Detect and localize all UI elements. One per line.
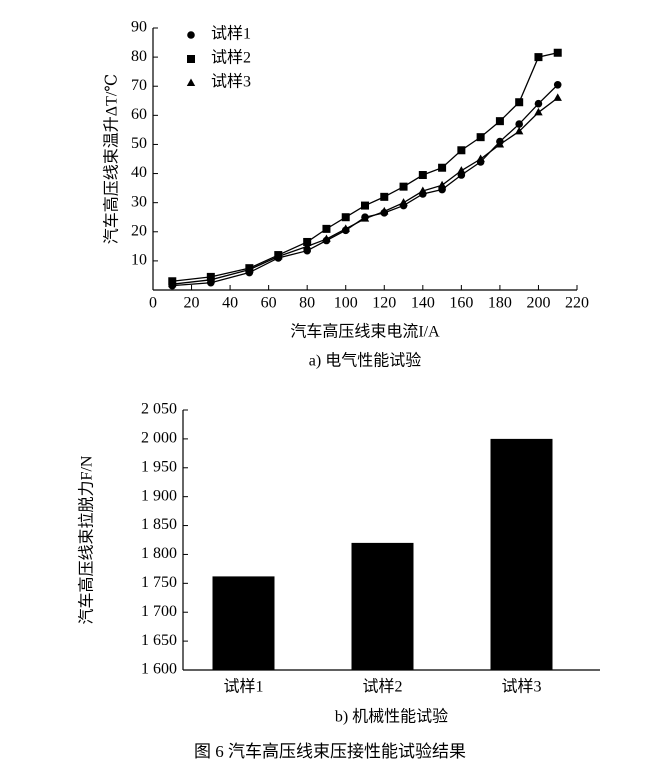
legend-marker	[186, 78, 196, 86]
y-tick-label: 2 050	[141, 401, 177, 418]
marker	[274, 252, 283, 260]
marker	[380, 192, 389, 201]
marker	[457, 146, 466, 155]
x-tick-label: 60	[261, 295, 277, 312]
x-tick-label: 试样3	[501, 678, 541, 696]
bar	[351, 542, 414, 670]
y-tick-label: 1 900	[141, 487, 177, 504]
x-tick-label: 180	[488, 295, 512, 312]
x-axis-label: 汽车高压线束电流I/A	[290, 323, 440, 341]
figure-caption: 图 6 汽车高压线束压接性能试验结果	[194, 742, 466, 761]
x-tick-label: 试样2	[362, 678, 402, 696]
y-axis-label: 汽车高压线束温升ΔT/℃	[103, 74, 121, 244]
x-tick-label: 200	[526, 295, 550, 312]
y-tick-label: 40	[131, 164, 147, 181]
y-tick-label: 50	[131, 135, 147, 152]
marker	[418, 171, 427, 180]
marker	[399, 182, 408, 191]
marker	[168, 279, 177, 288]
legend-label: 试样1	[211, 25, 251, 43]
marker	[438, 163, 447, 172]
y-tick-label: 10	[131, 252, 147, 269]
y-tick-label: 90	[131, 19, 147, 36]
x-tick-label: 80	[299, 295, 315, 312]
legend-marker	[187, 31, 195, 39]
marker	[322, 224, 331, 233]
series-line	[172, 97, 559, 285]
x-tick-label: 220	[565, 295, 589, 312]
marker	[341, 213, 350, 222]
series-line	[172, 84, 559, 287]
y-tick-label: 2 000	[141, 430, 177, 447]
marker	[553, 93, 562, 101]
marker	[206, 275, 216, 283]
marker	[302, 241, 312, 250]
y-tick-label: 60	[131, 106, 147, 123]
y-tick-label: 1 700	[141, 603, 177, 620]
marker	[515, 98, 524, 107]
marker	[495, 139, 505, 148]
x-tick-label: 40	[222, 295, 238, 312]
y-axis-label: 汽车高压线束拉脱力F/N	[78, 455, 96, 624]
legend-label: 试样2	[211, 49, 251, 67]
x-tick-label: 0	[149, 295, 157, 312]
y-tick-label: 70	[131, 77, 147, 94]
bar	[212, 576, 275, 670]
y-tick-label: 1 600	[141, 661, 177, 678]
x-tick-label: 160	[449, 295, 473, 312]
y-tick-label: 1 650	[141, 632, 177, 649]
x-tick-label: 140	[411, 295, 435, 312]
marker	[514, 126, 524, 135]
bar	[490, 438, 553, 670]
marker	[341, 224, 350, 232]
marker	[553, 48, 562, 57]
y-tick-label: 80	[131, 48, 147, 65]
marker	[457, 166, 466, 174]
chart-caption: a) 电气性能试验	[309, 352, 421, 370]
marker	[553, 80, 562, 89]
marker	[380, 206, 389, 215]
y-tick-label: 1 950	[141, 458, 177, 475]
marker	[361, 201, 369, 210]
y-tick-label: 20	[131, 222, 147, 239]
marker	[322, 234, 331, 243]
x-tick-label: 20	[184, 295, 200, 312]
legend-label: 试样3	[211, 73, 251, 91]
marker	[476, 133, 485, 142]
marker	[245, 265, 254, 273]
legend-marker	[187, 55, 195, 63]
y-tick-label: 1 850	[141, 516, 177, 533]
marker	[515, 120, 523, 128]
y-tick-label: 1 750	[141, 574, 177, 591]
marker	[418, 186, 428, 195]
marker	[534, 53, 543, 62]
marker	[399, 198, 408, 206]
y-tick-label: 30	[131, 193, 147, 210]
chart-caption: b) 机械性能试验	[335, 708, 448, 726]
marker	[534, 99, 543, 108]
marker	[534, 107, 543, 116]
marker	[495, 117, 504, 126]
marker	[360, 214, 370, 222]
x-tick-label: 100	[334, 295, 358, 312]
y-tick-label: 1 800	[141, 545, 177, 562]
marker	[437, 180, 447, 189]
x-tick-label: 120	[372, 295, 396, 312]
marker	[476, 154, 485, 162]
x-tick-label: 试样1	[223, 678, 263, 696]
